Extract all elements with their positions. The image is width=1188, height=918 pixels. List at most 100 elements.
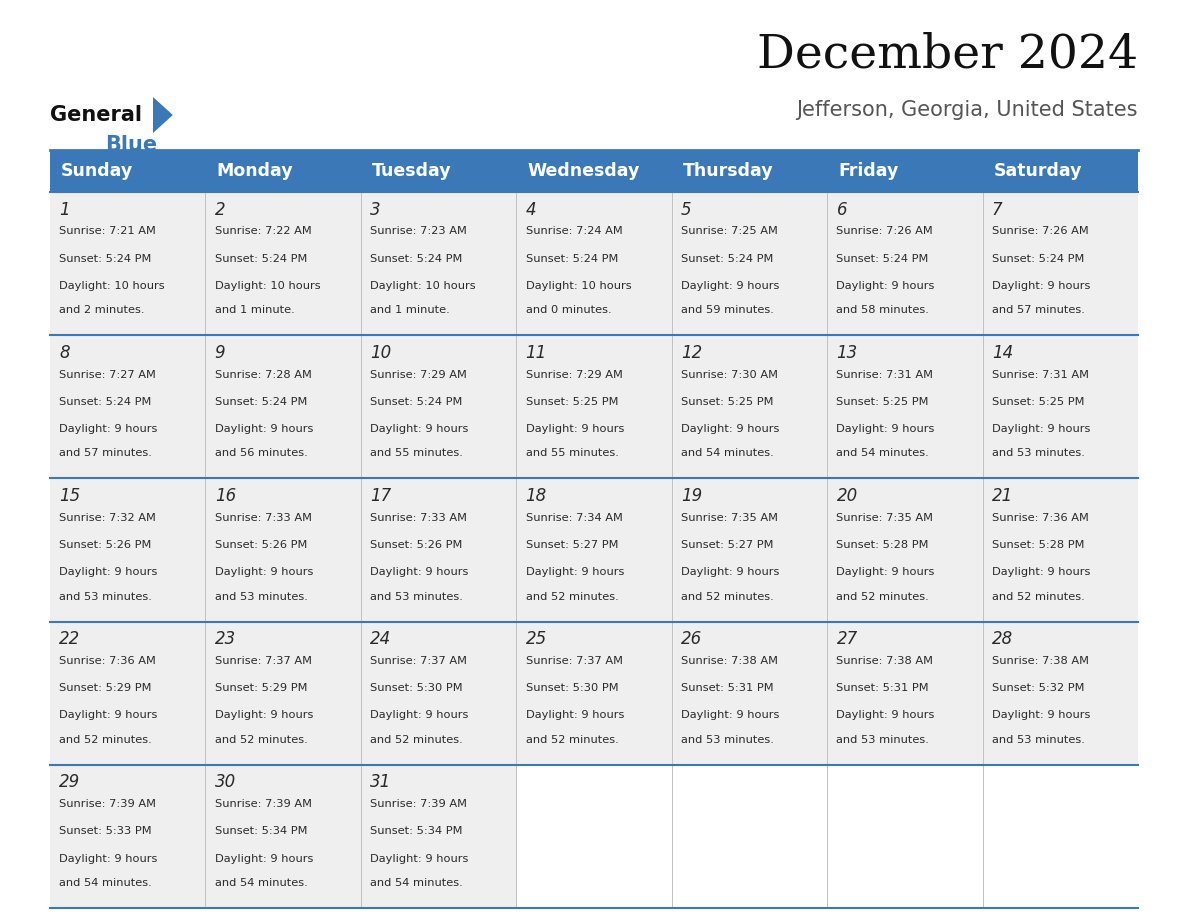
Text: 29: 29: [59, 773, 81, 791]
Text: Sunrise: 7:37 AM: Sunrise: 7:37 AM: [215, 656, 311, 666]
Text: 1: 1: [59, 201, 70, 218]
Text: and 57 minutes.: and 57 minutes.: [992, 305, 1085, 315]
Text: Sunset: 5:24 PM: Sunset: 5:24 PM: [371, 397, 462, 407]
Text: and 53 minutes.: and 53 minutes.: [215, 591, 308, 601]
Bar: [361, 621, 517, 765]
Text: Daylight: 9 hours: Daylight: 9 hours: [992, 281, 1091, 291]
Text: Monday: Monday: [216, 162, 293, 180]
Text: Sunset: 5:26 PM: Sunset: 5:26 PM: [215, 540, 308, 550]
Text: Daylight: 9 hours: Daylight: 9 hours: [371, 711, 468, 721]
Polygon shape: [153, 97, 172, 133]
Text: and 59 minutes.: and 59 minutes.: [681, 305, 773, 315]
Bar: [517, 335, 671, 478]
Text: General: General: [50, 105, 143, 125]
Text: Sunrise: 7:26 AM: Sunrise: 7:26 AM: [992, 227, 1088, 236]
Text: and 53 minutes.: and 53 minutes.: [992, 448, 1085, 458]
Bar: [206, 765, 361, 908]
Text: 20: 20: [836, 487, 858, 505]
Text: Sunrise: 7:37 AM: Sunrise: 7:37 AM: [371, 656, 467, 666]
Text: and 54 minutes.: and 54 minutes.: [836, 448, 929, 458]
Text: 14: 14: [992, 344, 1013, 362]
Text: and 53 minutes.: and 53 minutes.: [681, 734, 773, 744]
Text: Sunset: 5:24 PM: Sunset: 5:24 PM: [681, 253, 773, 263]
Text: Thursday: Thursday: [683, 162, 773, 180]
Text: 25: 25: [525, 630, 546, 648]
Text: Sunset: 5:24 PM: Sunset: 5:24 PM: [992, 253, 1085, 263]
Bar: [982, 335, 1138, 478]
Text: 10: 10: [371, 344, 391, 362]
Text: 26: 26: [681, 630, 702, 648]
Text: Daylight: 9 hours: Daylight: 9 hours: [992, 711, 1091, 721]
Text: 31: 31: [371, 773, 391, 791]
Text: Sunset: 5:24 PM: Sunset: 5:24 PM: [59, 397, 152, 407]
Text: 11: 11: [525, 344, 546, 362]
Text: Sunset: 5:32 PM: Sunset: 5:32 PM: [992, 683, 1085, 693]
Text: Sunset: 5:25 PM: Sunset: 5:25 PM: [992, 397, 1085, 407]
Text: Daylight: 9 hours: Daylight: 9 hours: [215, 711, 314, 721]
Text: Sunset: 5:24 PM: Sunset: 5:24 PM: [371, 253, 462, 263]
Text: Sunset: 5:28 PM: Sunset: 5:28 PM: [992, 540, 1085, 550]
Bar: [50, 478, 206, 621]
Bar: [671, 335, 827, 478]
Text: Sunday: Sunday: [61, 162, 133, 180]
Text: Sunset: 5:29 PM: Sunset: 5:29 PM: [215, 683, 308, 693]
Text: Sunrise: 7:37 AM: Sunrise: 7:37 AM: [525, 656, 623, 666]
Text: 3: 3: [371, 201, 381, 218]
Bar: [361, 478, 517, 621]
Text: Daylight: 9 hours: Daylight: 9 hours: [836, 711, 935, 721]
Text: 18: 18: [525, 487, 546, 505]
Text: 21: 21: [992, 487, 1013, 505]
Text: Sunset: 5:25 PM: Sunset: 5:25 PM: [681, 397, 773, 407]
Text: Daylight: 9 hours: Daylight: 9 hours: [525, 711, 624, 721]
Bar: [671, 150, 827, 192]
Text: Sunset: 5:24 PM: Sunset: 5:24 PM: [215, 397, 308, 407]
Text: Sunset: 5:24 PM: Sunset: 5:24 PM: [215, 253, 308, 263]
Text: and 54 minutes.: and 54 minutes.: [681, 448, 773, 458]
Text: Sunrise: 7:38 AM: Sunrise: 7:38 AM: [681, 656, 778, 666]
Text: Sunset: 5:24 PM: Sunset: 5:24 PM: [836, 253, 929, 263]
Bar: [982, 150, 1138, 192]
Text: Sunrise: 7:38 AM: Sunrise: 7:38 AM: [992, 656, 1089, 666]
Text: 19: 19: [681, 487, 702, 505]
Bar: [361, 192, 517, 335]
Bar: [50, 621, 206, 765]
Bar: [206, 478, 361, 621]
Text: Sunset: 5:30 PM: Sunset: 5:30 PM: [371, 683, 463, 693]
Text: Daylight: 9 hours: Daylight: 9 hours: [992, 424, 1091, 434]
Bar: [671, 765, 827, 908]
Text: and 54 minutes.: and 54 minutes.: [215, 878, 308, 888]
Text: and 53 minutes.: and 53 minutes.: [992, 734, 1085, 744]
Text: and 58 minutes.: and 58 minutes.: [836, 305, 929, 315]
Text: Sunrise: 7:35 AM: Sunrise: 7:35 AM: [836, 513, 934, 522]
Text: Saturday: Saturday: [993, 162, 1082, 180]
Text: Daylight: 9 hours: Daylight: 9 hours: [525, 567, 624, 577]
Bar: [517, 621, 671, 765]
Text: Sunrise: 7:36 AM: Sunrise: 7:36 AM: [992, 513, 1088, 522]
Bar: [671, 621, 827, 765]
Text: Sunset: 5:34 PM: Sunset: 5:34 PM: [215, 826, 308, 836]
Bar: [361, 765, 517, 908]
Text: and 1 minute.: and 1 minute.: [215, 305, 295, 315]
Bar: [982, 765, 1138, 908]
Text: Sunrise: 7:38 AM: Sunrise: 7:38 AM: [836, 656, 934, 666]
Text: 24: 24: [371, 630, 391, 648]
Text: 5: 5: [681, 201, 691, 218]
Text: and 0 minutes.: and 0 minutes.: [525, 305, 612, 315]
Text: Sunrise: 7:33 AM: Sunrise: 7:33 AM: [371, 513, 467, 522]
Text: Sunrise: 7:25 AM: Sunrise: 7:25 AM: [681, 227, 778, 236]
Text: Sunset: 5:26 PM: Sunset: 5:26 PM: [59, 540, 152, 550]
Text: Sunrise: 7:39 AM: Sunrise: 7:39 AM: [215, 800, 311, 809]
Text: 15: 15: [59, 487, 81, 505]
Text: and 52 minutes.: and 52 minutes.: [215, 734, 308, 744]
Text: Daylight: 9 hours: Daylight: 9 hours: [59, 854, 158, 864]
Bar: [50, 335, 206, 478]
Text: and 54 minutes.: and 54 minutes.: [371, 878, 463, 888]
Text: 13: 13: [836, 344, 858, 362]
Text: Sunset: 5:27 PM: Sunset: 5:27 PM: [525, 540, 618, 550]
Text: Sunrise: 7:23 AM: Sunrise: 7:23 AM: [371, 227, 467, 236]
Text: Sunrise: 7:34 AM: Sunrise: 7:34 AM: [525, 513, 623, 522]
Text: Friday: Friday: [838, 162, 898, 180]
Text: Tuesday: Tuesday: [372, 162, 451, 180]
Text: Sunrise: 7:30 AM: Sunrise: 7:30 AM: [681, 370, 778, 379]
Text: Sunset: 5:30 PM: Sunset: 5:30 PM: [525, 683, 618, 693]
